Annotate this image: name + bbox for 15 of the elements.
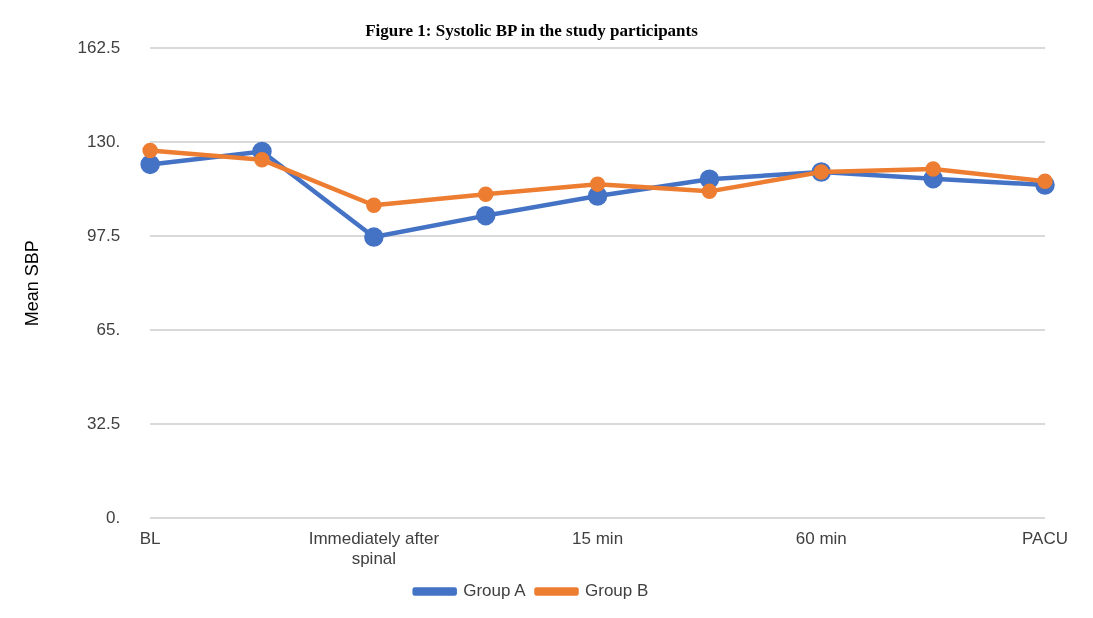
legend-label: Group B — [585, 581, 649, 601]
y-tick-label: 97.5 — [87, 225, 121, 245]
x-tick-label: 60 min — [795, 529, 847, 549]
y-tick-label: 130. — [87, 131, 121, 151]
y-tick-label: 65. — [96, 319, 121, 339]
legend-label: Group A — [463, 581, 527, 601]
y-tick-label: 32.5 — [87, 413, 121, 433]
chart-title: Figure 1: Systolic BP in the study participants — [365, 21, 699, 41]
x-tick-label: PACU — [1022, 529, 1068, 549]
x-tick-label: 15 min — [572, 529, 624, 549]
y-tick-label: 0. — [105, 507, 121, 527]
y-axis-title: Mean SBP — [21, 240, 42, 327]
x-tick-label: BL — [139, 529, 161, 549]
y-tick-label: 162.5 — [77, 37, 121, 57]
x-tick-label: Immediately after spinal — [308, 529, 440, 569]
